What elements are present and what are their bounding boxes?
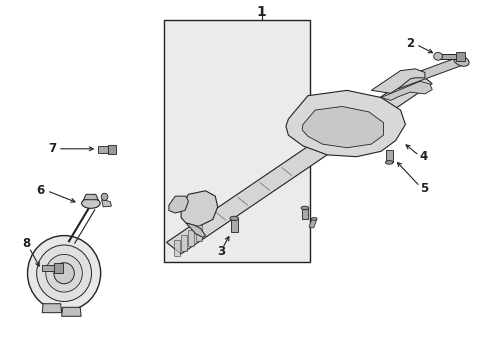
Bar — [455, 51, 464, 61]
Polygon shape — [102, 200, 111, 207]
Polygon shape — [83, 194, 98, 200]
Text: 8: 8 — [22, 237, 30, 250]
Polygon shape — [302, 107, 383, 148]
Bar — [108, 145, 116, 154]
Polygon shape — [392, 58, 461, 89]
Bar — [385, 149, 392, 162]
Bar — [163, 21, 310, 262]
Bar — [308, 220, 316, 228]
Text: 3: 3 — [217, 245, 224, 258]
Bar — [181, 235, 186, 251]
Ellipse shape — [54, 263, 74, 284]
Ellipse shape — [311, 217, 317, 220]
Polygon shape — [42, 304, 61, 313]
Ellipse shape — [453, 56, 468, 66]
Bar — [173, 240, 179, 256]
Ellipse shape — [101, 193, 108, 201]
Polygon shape — [181, 191, 217, 226]
Ellipse shape — [229, 216, 238, 221]
Polygon shape — [61, 307, 81, 316]
Text: 7: 7 — [48, 142, 56, 155]
Text: 1: 1 — [256, 5, 266, 19]
Polygon shape — [166, 72, 431, 254]
Ellipse shape — [37, 245, 91, 301]
Polygon shape — [168, 196, 188, 213]
Text: 6: 6 — [37, 184, 45, 197]
Ellipse shape — [385, 161, 392, 164]
Bar — [439, 54, 458, 59]
Bar — [188, 230, 194, 246]
Bar — [195, 225, 201, 241]
Bar — [230, 219, 237, 232]
Bar — [54, 263, 63, 273]
Polygon shape — [185, 223, 205, 237]
Ellipse shape — [433, 52, 442, 60]
Polygon shape — [370, 69, 424, 93]
Text: 4: 4 — [419, 150, 427, 163]
Bar — [98, 146, 110, 153]
Polygon shape — [380, 81, 431, 100]
Polygon shape — [285, 90, 405, 157]
Ellipse shape — [27, 235, 101, 311]
Ellipse shape — [46, 255, 82, 292]
Text: 2: 2 — [406, 37, 413, 50]
Text: 5: 5 — [419, 183, 427, 195]
Ellipse shape — [301, 206, 308, 210]
Ellipse shape — [81, 198, 100, 208]
Bar — [42, 265, 57, 271]
Bar — [302, 209, 307, 220]
